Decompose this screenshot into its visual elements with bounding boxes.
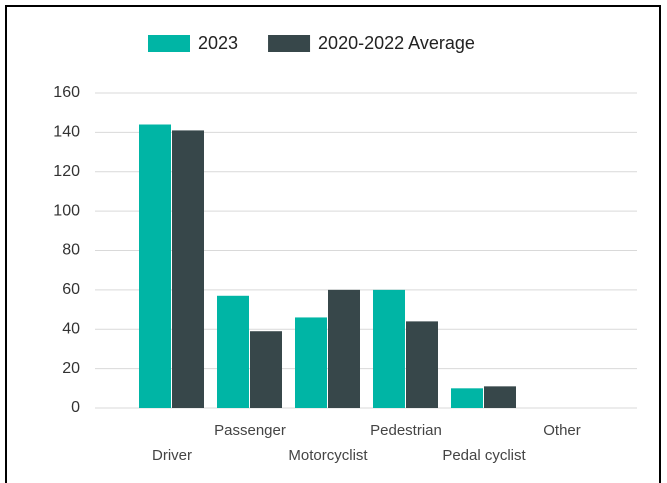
x-tick-label: Pedal cyclist bbox=[442, 447, 526, 464]
x-tick-label: Passenger bbox=[214, 422, 286, 439]
legend-swatch bbox=[148, 35, 190, 52]
x-tick-label: Motorcyclist bbox=[288, 447, 368, 464]
legend-swatch bbox=[268, 35, 311, 52]
y-tick-label: 20 bbox=[62, 360, 80, 377]
y-tick-label: 160 bbox=[53, 84, 80, 101]
bar bbox=[295, 317, 327, 408]
bar bbox=[406, 321, 438, 408]
bar bbox=[451, 388, 483, 408]
y-tick-label: 120 bbox=[53, 163, 80, 180]
bar bbox=[139, 124, 171, 408]
y-tick-label: 40 bbox=[62, 320, 80, 337]
legend-label: 2020-2022 Average bbox=[318, 33, 475, 53]
y-tick-label: 60 bbox=[62, 281, 80, 298]
x-tick-label: Other bbox=[543, 422, 581, 439]
y-tick-label: 0 bbox=[71, 399, 80, 416]
frame bbox=[5, 5, 661, 483]
x-tick-label: Pedestrian bbox=[370, 422, 442, 439]
bar bbox=[217, 295, 249, 408]
legend-label: 2023 bbox=[198, 33, 238, 53]
bar bbox=[250, 331, 282, 408]
y-tick-label: 140 bbox=[53, 124, 80, 141]
x-tick-label: Driver bbox=[152, 447, 192, 464]
y-tick-label: 80 bbox=[62, 242, 80, 259]
bar bbox=[172, 130, 204, 408]
y-tick-label: 100 bbox=[53, 202, 80, 219]
bar bbox=[328, 289, 360, 408]
bar bbox=[484, 386, 516, 408]
bar bbox=[373, 289, 405, 408]
